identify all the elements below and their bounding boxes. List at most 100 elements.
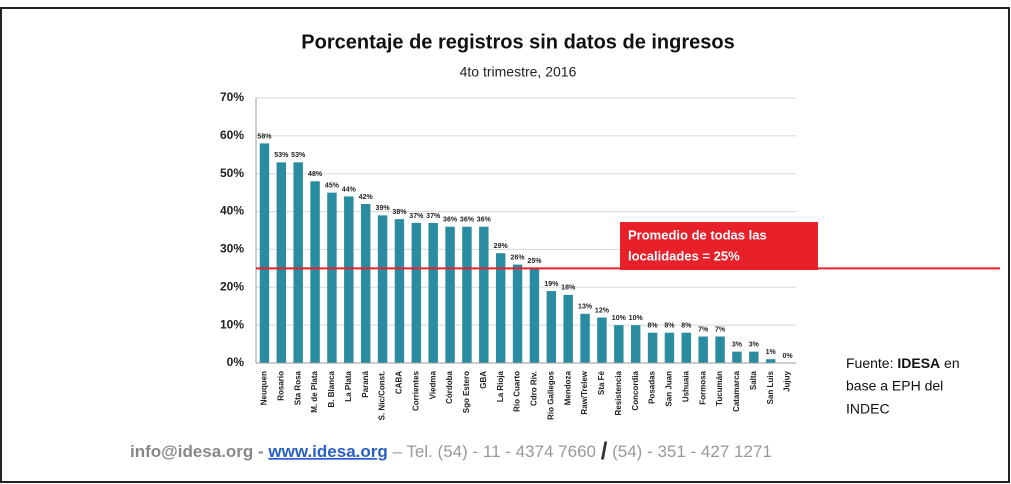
value-label: 8% [681,323,692,330]
bar [698,336,708,363]
chart-subtitle: 4to trimestre, 2016 [460,64,577,80]
bar [732,351,742,363]
y-tick-label: 60% [220,128,244,142]
bar [411,222,422,363]
bar [614,325,624,363]
bar [630,325,641,363]
x-tick-label: Sgo Estero [462,371,471,413]
x-tick-label: Río Cuarto [513,371,522,412]
bar [647,332,658,363]
bar [259,143,270,363]
source-suffix: en [940,355,959,371]
x-tick-label: Córdoba [445,370,454,403]
y-tick-label: 70% [220,90,244,104]
footer-email: info@idesa.org [130,442,253,461]
x-tick-label: Tucumán [715,371,724,406]
bar [360,204,371,363]
bar [310,181,320,363]
value-label: 48% [308,171,323,178]
x-tick-label: La Rioja [496,370,505,402]
value-label: 25% [527,258,542,265]
source: Fuente: IDESA en [846,355,960,371]
x-tick-label: Sta Rosa [293,370,302,405]
footer-tel: – Tel. (54) - 11 - 4374 7660 [388,442,601,461]
bar [512,264,523,363]
x-tick-label: Catamarca [732,370,741,411]
value-label: 13% [578,304,593,311]
bar [529,268,540,363]
source-line: base a EPH del [846,378,943,394]
value-label: 36% [477,217,492,224]
y-tick-label: 50% [220,166,244,180]
value-label: 18% [561,285,576,292]
source-org: IDESA [897,355,940,371]
bar [394,219,405,363]
x-tick-label: Viedma [428,370,437,399]
x-tick-label: Raw/Trelew [580,370,589,414]
bar [462,226,472,363]
footer-web: www.idesa.org [267,442,387,461]
value-label: 7% [698,326,709,333]
value-label: 53% [274,152,289,159]
x-tick-label: M. de Plata [310,370,319,412]
bar [293,162,303,363]
value-label: 38% [392,209,407,216]
bar [327,192,337,363]
average-label: Promedio de todas las [628,227,767,242]
x-tick-label: Río Gallegos [546,370,555,419]
value-label: 1% [766,349,777,356]
x-tick-label: Corrientes [411,370,420,411]
x-tick-label: San Luis [766,370,775,404]
footer: info@idesa.org - www.idesa.org – Tel. (5… [130,438,772,465]
value-label: 37% [426,213,441,220]
x-tick-label: CABA [395,371,404,394]
bar [597,317,607,363]
value-label: 12% [595,307,610,314]
frame [0,7,1010,483]
x-tick-label: B. Blanca [327,370,336,407]
x-tick-label: Sta Fé [597,370,606,395]
bar [715,336,725,363]
x-tick-label: Cdro Riv. [530,371,539,406]
value-label: 19% [544,281,559,288]
value-label: 10% [612,315,627,322]
y-tick-label: 30% [220,242,244,256]
footer-tel: (54) - 351 - 427 1271 [607,442,771,461]
y-tick-label: 40% [220,204,244,218]
footer-sep: - [253,442,268,461]
bar [377,215,388,363]
value-label: 3% [749,341,760,348]
bar [428,222,438,363]
x-tick-label: Paraná [361,370,370,397]
bar [445,226,455,363]
x-tick-label: Rosario [276,371,285,401]
value-label: 58% [257,133,272,140]
bar [749,351,759,363]
value-label: 10% [629,315,644,322]
y-tick-label: 0% [227,355,245,369]
x-tick-label: Resistencia [614,370,623,415]
chart-title: Porcentaje de registros sin datos de ing… [301,31,734,53]
bar [580,313,590,363]
x-tick-label: Salta [749,370,758,390]
source-prefix: Fuente: [846,355,897,371]
y-tick-label: 10% [220,317,244,331]
value-label: 45% [325,182,340,189]
bar [664,332,675,363]
bar [681,332,692,363]
footer-slash: / [601,438,608,465]
bar [479,226,489,363]
value-label: 29% [494,243,509,250]
value-label: 0% [783,353,794,360]
value-label: 8% [648,323,659,330]
x-tick-label: Jujuy [783,370,792,391]
value-label: 44% [342,186,357,193]
bar [495,253,506,363]
bar [546,291,557,363]
x-tick-label: Concordia [631,370,640,410]
x-tick-label: Mendoza [563,370,572,405]
x-tick-label: S. Nic/Const. [378,371,387,420]
y-tick-label: 20% [220,279,244,293]
value-label: 7% [715,326,726,333]
value-label: 37% [409,213,424,220]
